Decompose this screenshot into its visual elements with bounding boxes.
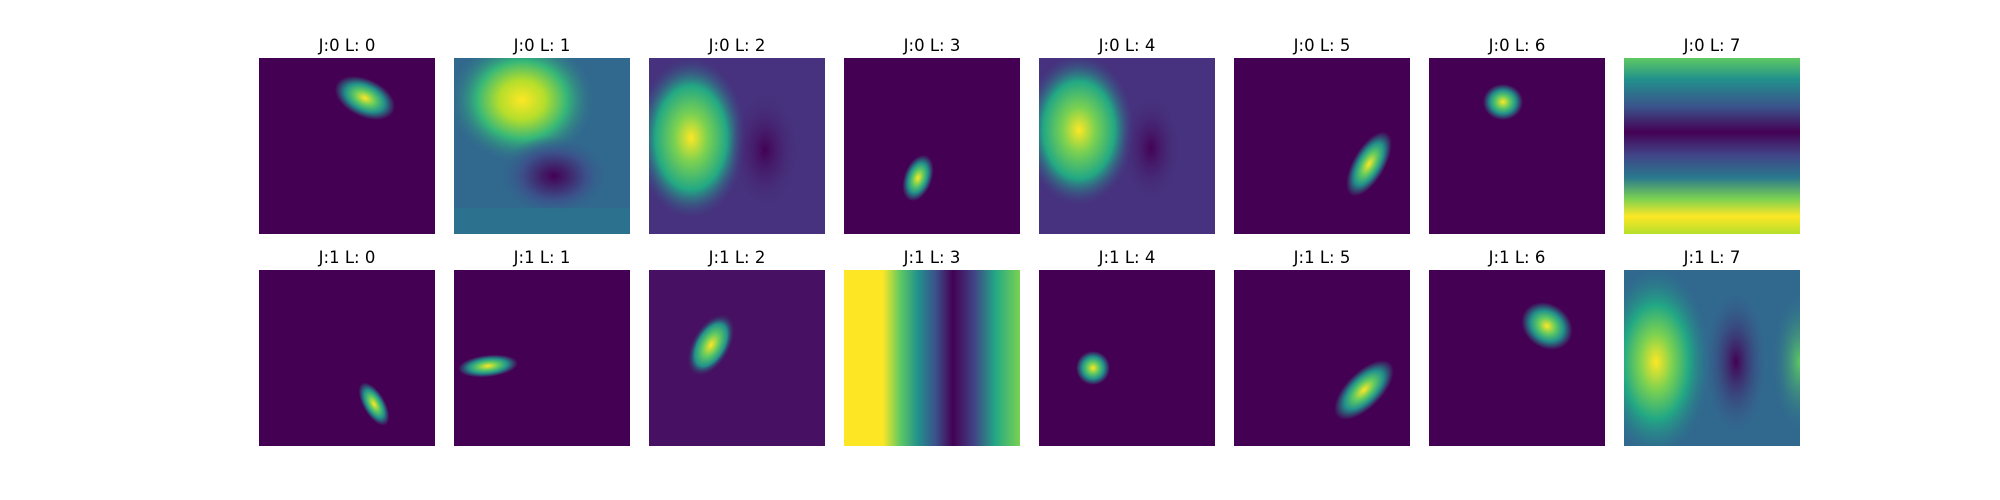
filter-image	[1234, 270, 1410, 446]
filter-title: J:0 L: 7	[1683, 36, 1741, 55]
filter-title: J:0 L: 0	[318, 36, 376, 55]
filter-image	[454, 58, 630, 234]
filter-title: J:0 L: 1	[513, 36, 571, 55]
filter-image	[1429, 270, 1605, 446]
filter-image	[844, 58, 1020, 234]
filter-title: J:1 L: 4	[1098, 248, 1156, 267]
filter-title: J:0 L: 6	[1488, 36, 1546, 55]
filter-image	[1039, 270, 1215, 446]
filter-title: J:1 L: 5	[1293, 248, 1351, 267]
filter-title: J:0 L: 2	[708, 36, 766, 55]
filter-title: J:0 L: 3	[903, 36, 961, 55]
filter-title: J:1 L: 6	[1488, 248, 1546, 267]
filter-image	[1234, 58, 1410, 234]
filter-image	[1039, 58, 1215, 234]
filter-title: J:1 L: 7	[1683, 248, 1741, 267]
filter-image	[259, 270, 435, 446]
filter-image	[1624, 58, 1800, 234]
filter-image	[649, 58, 825, 234]
filter-image	[844, 270, 1020, 446]
filter-image	[454, 270, 630, 446]
filter-title: J:1 L: 1	[513, 248, 571, 267]
filter-title: J:1 L: 2	[708, 248, 766, 267]
filter-title: J:0 L: 5	[1293, 36, 1351, 55]
filter-title: J:1 L: 0	[318, 248, 376, 267]
filter-image	[1624, 270, 1800, 446]
filter-image	[259, 58, 435, 234]
filter-image	[649, 270, 825, 446]
filter-image	[1429, 58, 1605, 234]
filter-title: J:0 L: 4	[1098, 36, 1156, 55]
filter-title: J:1 L: 3	[903, 248, 961, 267]
